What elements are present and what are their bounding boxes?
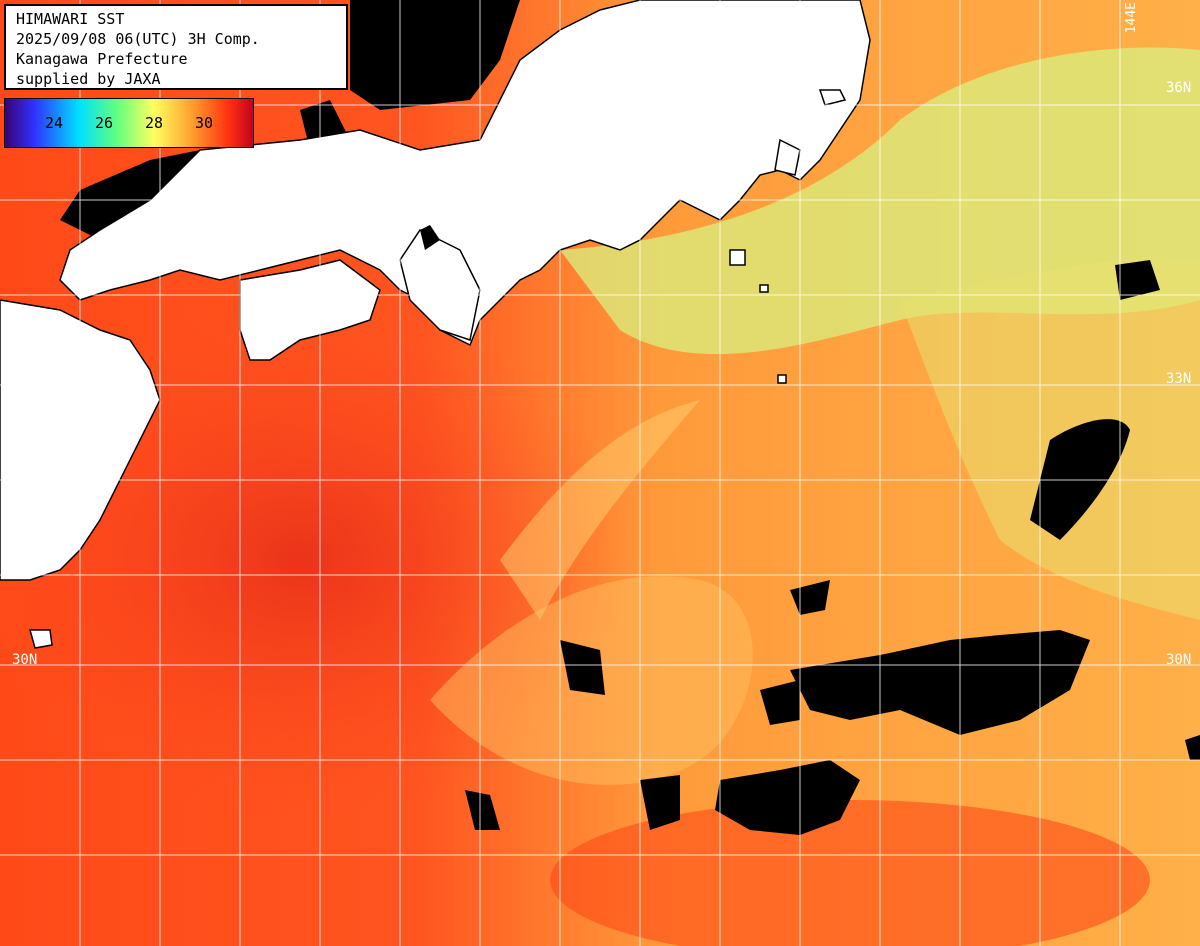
supplier-label: supplied by JAXA	[16, 70, 161, 88]
colorbar-tick: 30	[195, 114, 214, 132]
timestamp: 2025/09/08 06(UTC) 3H Comp.	[16, 30, 260, 48]
colorbar-legend: 24 26 28 30	[4, 98, 254, 148]
colorbar-tick: 26	[95, 114, 114, 132]
warm-water-region-south	[550, 800, 1150, 946]
product-title: HIMAWARI SST	[16, 10, 125, 28]
cool-water-streak	[500, 400, 700, 620]
land-kii	[399, 229, 481, 341]
cool-water-band-2	[900, 258, 1200, 620]
land-mass	[0, 0, 871, 649]
lon-label-144e: 144E	[1124, 2, 1139, 34]
colorbar-tick: 24	[45, 114, 64, 132]
prefecture-label: Kanagawa Prefecture	[16, 50, 188, 68]
land-shikoku	[239, 259, 381, 361]
lat-label-33n-right: 33N	[1166, 371, 1192, 387]
land-izu	[774, 138, 801, 176]
land-honshu	[59, 0, 871, 347]
colorbar-gradient	[4, 98, 254, 148]
colorbar-tick: 28	[145, 114, 164, 132]
land-boso	[818, 89, 847, 106]
lat-label-33-left: 33	[10, 372, 27, 388]
land-island-2	[759, 284, 769, 293]
lat-label-30n-left: 30N	[12, 652, 38, 668]
land-island-3	[777, 374, 787, 384]
title-box: HIMAWARI SST 2025/09/08 06(UTC) 3H Comp.…	[4, 4, 348, 90]
coastal-no-data	[420, 225, 440, 250]
land-island-1	[729, 249, 746, 266]
cloud-mask	[60, 0, 1200, 835]
lat-label-36n: 36N	[1166, 80, 1192, 96]
lat-label-30n-right: 30N	[1166, 652, 1192, 668]
land-island-south	[29, 629, 53, 649]
